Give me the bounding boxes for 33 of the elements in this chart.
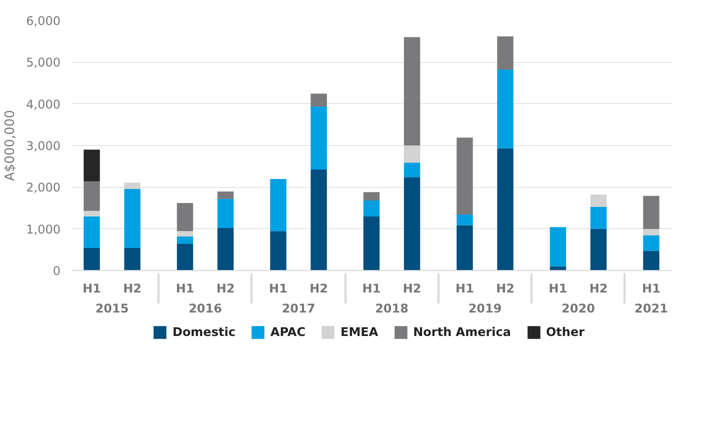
y-tick-label: 6,000 — [26, 14, 61, 28]
legend-label: Other — [546, 325, 585, 339]
x-tick-label: H2 — [402, 282, 422, 296]
x-tick-label: H1 — [642, 282, 660, 296]
text: 2017 — [282, 302, 316, 316]
legend-label: APAC — [270, 325, 306, 339]
y-tick-label: 4,000 — [26, 97, 61, 112]
text: 2020 — [562, 302, 595, 316]
text: 2019 — [468, 302, 502, 316]
x-tick-label: H2 — [123, 282, 142, 296]
legend-label: EMEA — [340, 325, 378, 339]
x-tick-label: H1 — [548, 282, 568, 296]
x-tick-label: H2 — [310, 282, 328, 296]
x-tick-label: H1 — [362, 282, 381, 296]
x-tick-label: H2 — [589, 282, 608, 296]
text: 2018 — [375, 302, 408, 316]
x-tick-label: H1 — [82, 282, 101, 296]
x-tick-label: H1 — [176, 282, 194, 296]
y-tick-label: 1,000 — [26, 222, 61, 236]
y-tick-label: 5,000 — [26, 56, 61, 70]
x-tick-label: H1 — [269, 282, 288, 296]
x-tick-label: H2 — [496, 282, 514, 296]
y-axis-title: A$000,000 — [3, 110, 18, 181]
y-tick-label: 3,000 — [26, 139, 61, 153]
text: 2016 — [188, 302, 222, 316]
text: 2021 — [634, 302, 668, 316]
x-tick-label: H1 — [456, 282, 474, 296]
text: 2015 — [95, 302, 129, 316]
legend-label: Domestic — [172, 325, 236, 339]
y-tick-label: 2,000 — [26, 180, 61, 195]
x-tick-label: H2 — [216, 282, 235, 296]
legend-label: North America — [413, 325, 511, 339]
y-tick-label: 0 — [52, 264, 61, 278]
